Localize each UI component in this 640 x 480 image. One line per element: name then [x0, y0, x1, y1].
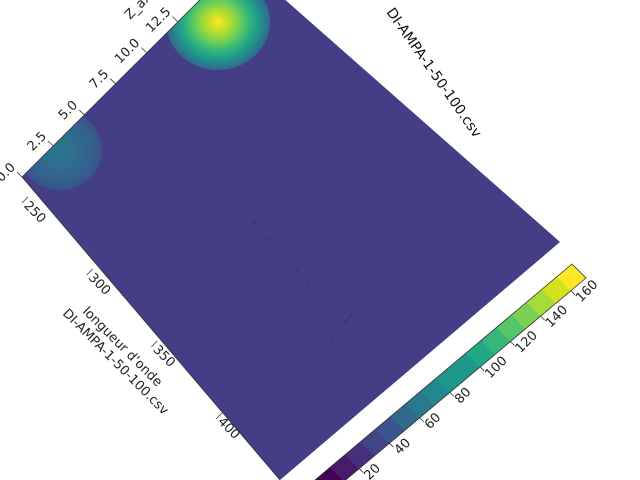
- x-tick-mark: [215, 412, 223, 420]
- plot-background: [22, 0, 560, 480]
- z-tick-label: 0.0: [0, 160, 19, 185]
- colorbar-tick-mark: [449, 392, 455, 397]
- colorbar-tick-label: 40: [392, 436, 414, 458]
- noise-mark: [342, 313, 353, 326]
- z-tick-label: 7.5: [87, 67, 112, 92]
- colorbar-outline: [314, 263, 587, 480]
- colorbar-tick-mark: [389, 442, 394, 448]
- noise-mark: [295, 269, 299, 273]
- z-tick-mark: [110, 78, 116, 84]
- x-tick-mark: [86, 268, 93, 276]
- colorbar-tick-mark: [479, 366, 485, 372]
- z-tick-label: 2.5: [25, 129, 50, 154]
- colorbar-tick-label: 60: [422, 410, 444, 432]
- z-tick-mark: [16, 171, 23, 178]
- noise-mark: [252, 219, 257, 225]
- z-tick-label: 5.0: [56, 98, 81, 123]
- colorbar-tick-mark: [510, 341, 515, 346]
- x-tick-mark: [151, 340, 158, 348]
- plot-edge-left: [21, 176, 281, 480]
- colorbar-tick-mark: [358, 468, 364, 473]
- x-tick-mark: [21, 196, 29, 204]
- noise-mark: [307, 282, 311, 287]
- noise-mark: [329, 339, 333, 344]
- noise-marks: [252, 219, 353, 344]
- noise-mark: [264, 236, 269, 241]
- peak-high: [166, 0, 270, 70]
- colorbar-tick-mark: [419, 417, 424, 423]
- colorbar-tick-label: 80: [452, 385, 474, 407]
- z-tick-mark: [141, 47, 147, 53]
- z-tick-mark: [78, 109, 85, 116]
- z-tick-mark: [47, 140, 54, 147]
- plot-edge-upper: [21, 0, 201, 178]
- colorbar-tick-mark: [540, 315, 545, 321]
- z-tick-mark: [172, 16, 178, 22]
- colorbar-tick-mark: [570, 290, 576, 295]
